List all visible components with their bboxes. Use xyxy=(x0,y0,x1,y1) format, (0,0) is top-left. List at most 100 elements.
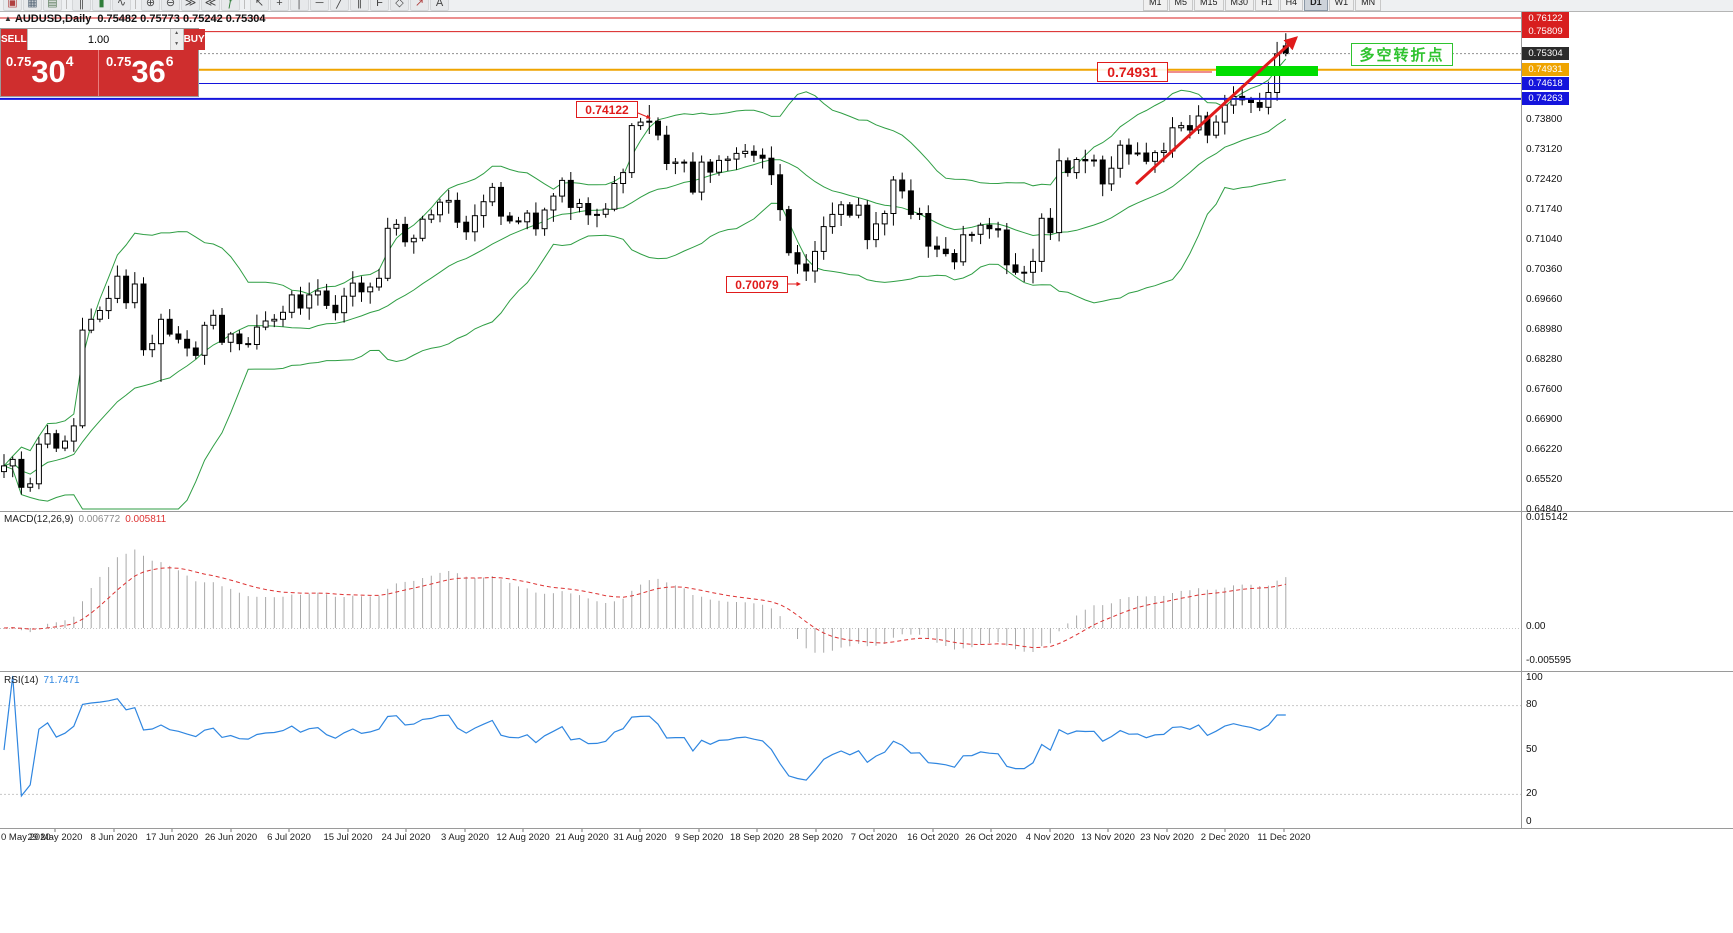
macd-signal-value: 0.005811 xyxy=(125,514,167,525)
toolbar-separator xyxy=(135,0,137,9)
sell-price[interactable]: 0.75304 xyxy=(1,50,98,96)
indicators-icon[interactable]: ƒ xyxy=(221,0,240,11)
buy-price[interactable]: 0.75366 xyxy=(98,50,198,96)
zoom-out-icon[interactable]: ⊖ xyxy=(161,0,180,11)
timeframe-button-m30[interactable]: M30 xyxy=(1224,0,1255,11)
price-axis-tick: 0.70360 xyxy=(1526,264,1563,275)
timeframe-button-d1[interactable]: D1 xyxy=(1304,0,1328,11)
time-axis-label: 0 May 2020 xyxy=(1,832,51,843)
volume-input[interactable] xyxy=(27,29,170,50)
volume-increase-button[interactable]: ▲ xyxy=(170,29,183,40)
buy-price-sup: 6 xyxy=(165,53,174,69)
time-axis-label: 16 Oct 2020 xyxy=(907,832,959,843)
time-axis-label: 26 Jun 2020 xyxy=(204,832,258,843)
sell-price-sup: 4 xyxy=(65,53,74,69)
timeframe-button-mn[interactable]: MN xyxy=(1355,0,1382,11)
price-axis-tick: 0.71740 xyxy=(1526,204,1563,215)
price-axis-badge: 0.75304 xyxy=(1522,47,1569,60)
time-axis-label: 17 Jun 2020 xyxy=(145,832,199,843)
macd-axis-label: 0.015142 xyxy=(1526,512,1568,523)
time-axis-label: 15 Jul 2020 xyxy=(323,832,373,843)
price-axis-tick: 0.65520 xyxy=(1526,474,1563,485)
price-axis-tick: 0.64840 xyxy=(1526,504,1563,515)
chart-annotation-2[interactable]: 0.70079 xyxy=(726,276,788,293)
time-axis-label: 18 Sep 2020 xyxy=(730,832,784,843)
timeframe-button-m15[interactable]: M15 xyxy=(1194,0,1224,11)
price-axis-tick: 0.67600 xyxy=(1526,384,1563,395)
price-axis-badge: 0.74618 xyxy=(1522,77,1569,90)
text-label-icon[interactable]: A xyxy=(430,0,449,11)
price-axis-tick: 0.66220 xyxy=(1526,444,1563,455)
price-axis-badge: 0.75809 xyxy=(1522,25,1569,38)
time-axis-label: 7 Oct 2020 xyxy=(850,832,898,843)
time-axis-label: 11 Dec 2020 xyxy=(1257,832,1311,843)
timeframe-button-m1[interactable]: M1 xyxy=(1143,0,1168,11)
price-axis-tick: 0.73120 xyxy=(1526,144,1563,155)
time-axis-label: 28 Sep 2020 xyxy=(789,832,843,843)
annotation-text: 0.74931 xyxy=(1107,64,1158,80)
time-axis-label: 24 Jul 2020 xyxy=(381,832,431,843)
cursor-icon[interactable]: ↖ xyxy=(250,0,269,11)
price-axis-tick: 0.68980 xyxy=(1526,324,1563,335)
buy-price-prefix: 0.75 xyxy=(106,54,132,69)
macd-axis-label: 0.00 xyxy=(1526,621,1546,632)
bar-chart-icon[interactable]: ║ xyxy=(72,0,91,11)
chart-title: ▲ AUDUSD,Daily 0.75482 0.75773 0.75242 0.7… xyxy=(4,13,266,25)
time-axis-label: 13 Nov 2020 xyxy=(1081,832,1135,843)
price-axis-tick: 0.68280 xyxy=(1526,354,1563,365)
price-axis-tick: 0.66900 xyxy=(1526,414,1563,425)
note-box[interactable]: 多空转折点 xyxy=(1351,43,1453,66)
channel-icon[interactable]: ∥ xyxy=(350,0,369,11)
horizontal-line-icon[interactable]: ─ xyxy=(310,0,329,11)
time-axis-label: 9 Sep 2020 xyxy=(674,832,724,843)
crosshair-icon[interactable]: + xyxy=(270,0,289,11)
chart-title-ohlc: 0.75482 0.75773 0.75242 0.75304 xyxy=(97,13,266,25)
fibonacci-icon[interactable]: F xyxy=(370,0,389,11)
toolbar-separator xyxy=(66,0,68,9)
shapes-icon[interactable]: ◇ xyxy=(390,0,409,11)
chart-symbol-icon: ▲ xyxy=(4,14,12,23)
rsi-axis-label: 0 xyxy=(1526,816,1532,827)
candlestick-icon[interactable]: ▮ xyxy=(92,0,111,11)
rsi-name: RSI(14) xyxy=(4,675,39,686)
chart-annotation-0[interactable]: 0.74931 xyxy=(1097,62,1168,82)
macd-main-value: 0.006772 xyxy=(78,514,121,525)
trendline-icon[interactable]: ╱ xyxy=(330,0,349,11)
rsi-axis-label: 50 xyxy=(1526,744,1538,755)
timeframe-button-m5[interactable]: M5 xyxy=(1168,0,1194,11)
vertical-line-icon[interactable]: │ xyxy=(290,0,309,11)
arrow-object-icon[interactable]: ↗ xyxy=(410,0,429,11)
volume-decrease-button[interactable]: ▼ xyxy=(170,39,183,50)
time-axis-label: 26 Oct 2020 xyxy=(965,832,1017,843)
time-axis-label: 6 Jul 2020 xyxy=(267,832,311,843)
time-axis-label: 29 May 2020 xyxy=(27,832,83,843)
price-axis-tick: 0.71040 xyxy=(1526,234,1563,245)
timeframe-button-h4[interactable]: H4 xyxy=(1279,0,1304,11)
new-order-icon[interactable]: ▣ xyxy=(3,0,22,11)
one-click-tr ading-panel: SELL ▲ ▼ BUY 0.75304 0.75366 xyxy=(0,28,205,97)
time-axis-label: 23 Nov 2020 xyxy=(1140,832,1194,843)
auto-scroll-icon[interactable]: ≫ xyxy=(181,0,200,11)
price-axis-tick: 0.69660 xyxy=(1526,294,1563,305)
rsi-label: RSI(14) 71.7471 xyxy=(4,675,85,686)
timeframe-button-h1[interactable]: H1 xyxy=(1255,0,1279,11)
time-axis-label: 2 Dec 2020 xyxy=(1200,832,1250,843)
chart-shift-icon[interactable]: ≪ xyxy=(201,0,220,11)
time-axis-label: 4 Nov 2020 xyxy=(1025,832,1075,843)
line-chart-icon[interactable]: ∿ xyxy=(112,0,131,11)
sell-button[interactable]: SELL xyxy=(1,29,27,50)
rsi-axis-label: 20 xyxy=(1526,788,1538,799)
profiles-icon[interactable]: ▤ xyxy=(43,0,62,11)
chart-annotation-1[interactable]: 0.74122 xyxy=(576,101,638,118)
timeframe-button-w1[interactable]: W1 xyxy=(1328,0,1355,11)
timeframe-toolbar: M1 M5 M15 M30 H1 H4 D1 W1 MN xyxy=(1143,0,1382,11)
time-axis-label: 8 Jun 2020 xyxy=(90,832,138,843)
buy-button[interactable]: BUY xyxy=(183,29,205,50)
price-axis-badge: 0.74263 xyxy=(1522,92,1569,105)
chart-window-icon[interactable]: ▦ xyxy=(23,0,42,11)
zoom-in-icon[interactable]: ⊕ xyxy=(141,0,160,11)
rsi-value: 71.7471 xyxy=(43,675,80,686)
volume-field: ▲ ▼ xyxy=(26,29,184,50)
